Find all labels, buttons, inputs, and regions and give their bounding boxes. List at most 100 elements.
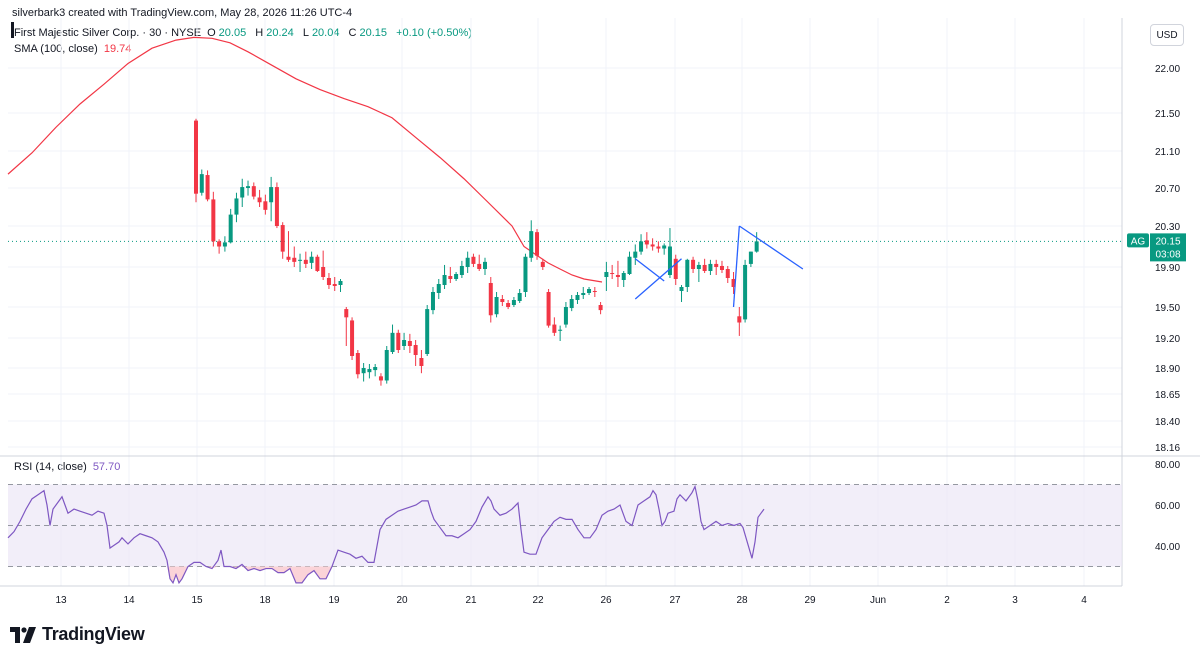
- tradingview-logo: TradingView: [10, 624, 145, 645]
- candle-body: [240, 187, 245, 198]
- candle-body: [274, 187, 279, 226]
- rsi-oversold-fill: [302, 566, 308, 583]
- candle: [413, 340, 418, 366]
- candle: [355, 350, 360, 379]
- candle-body: [234, 198, 239, 215]
- candle: [419, 350, 424, 374]
- candle-body: [454, 274, 459, 279]
- grid: [8, 18, 1122, 586]
- candle: [523, 253, 528, 297]
- x-tick-label: 14: [123, 595, 135, 606]
- candle: [650, 238, 655, 251]
- candle: [430, 287, 435, 315]
- x-tick-label: 15: [191, 595, 203, 606]
- rsi-line: [7, 484, 765, 585]
- candle: [610, 264, 615, 279]
- brand-name: TradingView: [42, 624, 145, 644]
- sma-legend[interactable]: SMA (100, close) 19.74: [14, 43, 134, 55]
- candle: [373, 364, 378, 377]
- candle-body: [430, 292, 435, 311]
- y-tick-label: 19.20: [1155, 334, 1180, 345]
- candle: [269, 176, 274, 222]
- candle: [748, 251, 753, 267]
- rsi-oversold-fill: [179, 566, 182, 583]
- candle-body: [604, 272, 609, 277]
- candle: [633, 244, 638, 265]
- currency-button[interactable]: USD: [1150, 24, 1184, 46]
- candle: [280, 222, 285, 259]
- candle-body: [506, 303, 511, 307]
- candle: [714, 259, 719, 275]
- rsi-tick-label: 80.00: [1155, 460, 1180, 471]
- close-label: C: [348, 27, 357, 39]
- candle: [540, 258, 545, 270]
- candle: [696, 261, 701, 282]
- candle: [685, 258, 690, 292]
- tradingview-logo-icon: [10, 626, 36, 643]
- candle: [396, 329, 401, 353]
- low-label: L: [302, 27, 309, 39]
- candle-body: [292, 257, 297, 262]
- y-tick-label: 21.10: [1155, 147, 1180, 158]
- candle: [627, 251, 632, 275]
- candle-body: [725, 269, 730, 278]
- countdown-label: 03:08: [1155, 249, 1180, 260]
- header-credit: silverbark3 created with TradingView.com…: [12, 7, 353, 19]
- candle-body: [378, 376, 383, 381]
- candle-body: [436, 284, 441, 293]
- candle-body: [228, 214, 233, 243]
- open-label: O: [207, 27, 216, 39]
- candle-body: [315, 256, 320, 271]
- y-tick-label: 19.90: [1155, 263, 1180, 274]
- rsi-oversold-fill: [320, 566, 326, 579]
- candle-body: [627, 256, 632, 274]
- candle-body: [326, 278, 331, 285]
- close-value: 20.15: [359, 27, 388, 39]
- candle: [436, 279, 441, 299]
- open-value: 20.05: [218, 27, 247, 39]
- candle: [644, 232, 649, 249]
- y-tick-label: 22.00: [1155, 64, 1180, 75]
- high-value: 20.24: [266, 27, 294, 39]
- candle-body: [448, 276, 453, 279]
- y-tick-label: 19.50: [1155, 303, 1180, 314]
- candle-body: [350, 320, 355, 356]
- candle: [587, 287, 592, 295]
- rsi-legend[interactable]: RSI (14, close) 57.70: [14, 461, 123, 473]
- candle-body: [194, 120, 198, 194]
- x-tick-label: 22: [532, 595, 544, 606]
- candle: [240, 178, 245, 207]
- candle-body: [321, 267, 326, 277]
- trend-line: [732, 225, 740, 308]
- candle-body: [743, 264, 748, 320]
- candle: [604, 261, 609, 291]
- candle: [725, 265, 730, 283]
- candle-body: [390, 332, 395, 352]
- rsi-oversold-fill: [278, 566, 284, 573]
- x-tick-label: 20: [396, 595, 408, 606]
- trend-line: [634, 258, 682, 300]
- rsi-oversold-fill: [314, 566, 320, 579]
- change-value: +0.10 (+0.50%): [396, 27, 472, 39]
- candle: [263, 194, 268, 215]
- candle: [598, 302, 603, 315]
- candle: [477, 254, 482, 271]
- candle: [326, 273, 331, 289]
- candle-body: [361, 368, 366, 374]
- candle: [656, 241, 661, 253]
- candle-body: [523, 256, 528, 292]
- candle-body: [459, 265, 464, 275]
- candle: [350, 317, 355, 360]
- candle-body: [662, 245, 667, 249]
- candle: [506, 300, 511, 310]
- candle-body: [396, 332, 401, 350]
- candle-body: [569, 299, 574, 309]
- candle: [511, 297, 516, 307]
- candle: [217, 239, 222, 254]
- x-tick-label: 18: [259, 595, 271, 606]
- x-tick-label: Jun: [870, 595, 886, 606]
- rsi-tick-label: 40.00: [1155, 542, 1180, 553]
- candle: [465, 251, 470, 273]
- candle: [222, 236, 227, 252]
